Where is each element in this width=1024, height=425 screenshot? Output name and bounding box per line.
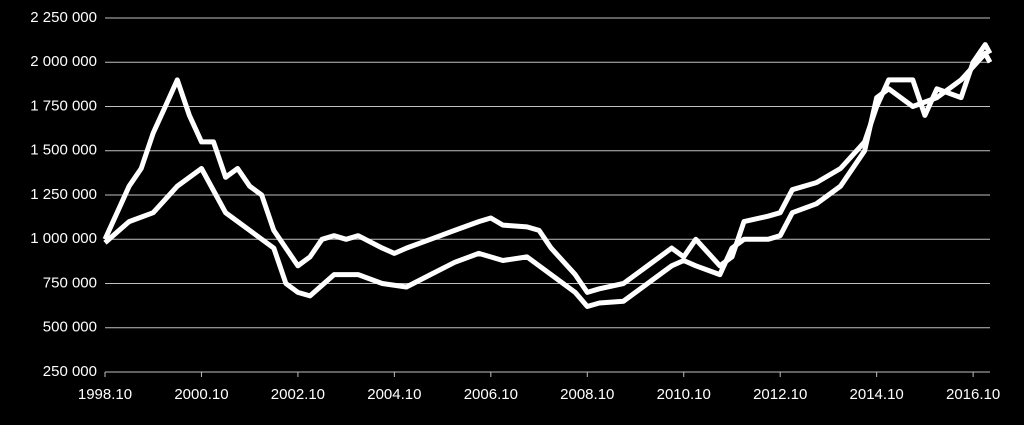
y-tick-label: 2 000 000 xyxy=(30,53,97,70)
y-tick-label: 1 000 000 xyxy=(30,230,97,247)
y-tick-label: 500 000 xyxy=(43,319,97,336)
data-line xyxy=(102,42,993,295)
x-tick-label: 2016.10 xyxy=(946,386,1000,403)
x-tick-label: 2014.10 xyxy=(850,386,904,403)
x-tick-label: 2012.10 xyxy=(753,386,807,403)
y-tick-label: 250 000 xyxy=(43,363,97,380)
x-tick-label: 1998.10 xyxy=(78,386,132,403)
y-tick-label: 1 750 000 xyxy=(30,97,97,114)
data-line xyxy=(103,50,993,309)
x-tick-label: 2010.10 xyxy=(657,386,711,403)
y-tick-label: 1 250 000 xyxy=(30,186,97,203)
y-tick-label: 2 250 000 xyxy=(30,9,97,26)
x-tick-label: 2004.10 xyxy=(367,386,421,403)
y-tick-label: 750 000 xyxy=(43,274,97,291)
x-tick-label: 2008.10 xyxy=(560,386,614,403)
x-tick-label: 2002.10 xyxy=(271,386,325,403)
y-tick-label: 1 500 000 xyxy=(30,142,97,159)
x-tick-label: 2000.10 xyxy=(174,386,228,403)
x-tick-label: 2006.10 xyxy=(464,386,518,403)
